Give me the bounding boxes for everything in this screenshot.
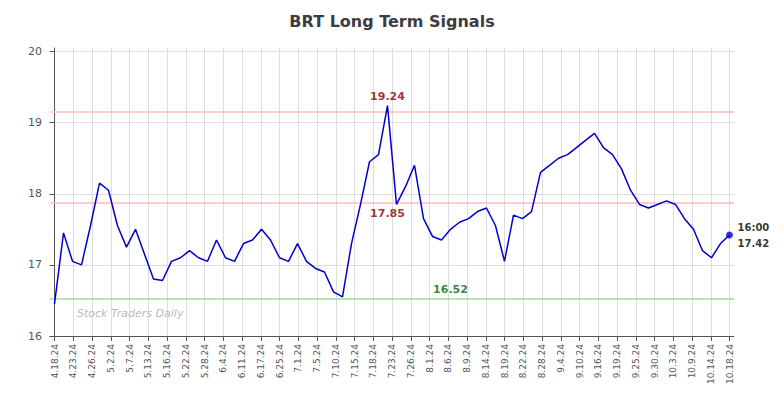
svg-text:8.9.24: 8.9.24 bbox=[462, 344, 472, 373]
svg-text:8.14.24: 8.14.24 bbox=[481, 344, 491, 379]
svg-text:9.4.24: 9.4.24 bbox=[556, 344, 566, 373]
svg-text:5.16.24: 5.16.24 bbox=[162, 344, 172, 379]
svg-text:7.23.24: 7.23.24 bbox=[387, 344, 397, 379]
svg-text:7.15.24: 7.15.24 bbox=[350, 344, 360, 379]
svg-text:5.2.24: 5.2.24 bbox=[106, 344, 116, 373]
svg-text:19.24: 19.24 bbox=[370, 90, 405, 103]
svg-text:20: 20 bbox=[28, 45, 42, 58]
svg-text:5.13.24: 5.13.24 bbox=[143, 344, 153, 379]
svg-text:19: 19 bbox=[28, 116, 42, 129]
svg-text:8.28.24: 8.28.24 bbox=[537, 344, 547, 379]
svg-text:6.11.24: 6.11.24 bbox=[237, 344, 247, 379]
svg-text:5.22.24: 5.22.24 bbox=[181, 344, 191, 379]
svg-text:6.4.24: 6.4.24 bbox=[218, 344, 228, 373]
svg-text:16:00: 16:00 bbox=[738, 222, 770, 233]
svg-text:8.6.24: 8.6.24 bbox=[443, 344, 453, 373]
svg-text:7.1.24: 7.1.24 bbox=[293, 344, 303, 373]
svg-text:5.7.24: 5.7.24 bbox=[125, 344, 135, 373]
svg-text:6.17.24: 6.17.24 bbox=[256, 344, 266, 379]
svg-text:10.14.24: 10.14.24 bbox=[706, 344, 716, 384]
svg-text:17: 17 bbox=[28, 258, 42, 271]
svg-text:7.10.24: 7.10.24 bbox=[331, 344, 341, 379]
svg-text:Stock Traders Daily: Stock Traders Daily bbox=[77, 307, 184, 320]
svg-text:10.18.24: 10.18.24 bbox=[725, 344, 735, 384]
svg-text:4.26.24: 4.26.24 bbox=[87, 344, 97, 379]
svg-text:7.18.24: 7.18.24 bbox=[368, 344, 378, 379]
svg-text:18: 18 bbox=[28, 187, 42, 200]
svg-text:7.5.24: 7.5.24 bbox=[312, 344, 322, 373]
svg-text:9.30.24: 9.30.24 bbox=[650, 344, 660, 379]
svg-text:5.28.24: 5.28.24 bbox=[200, 344, 210, 379]
svg-text:9.25.24: 9.25.24 bbox=[631, 344, 641, 379]
svg-text:17.42: 17.42 bbox=[738, 238, 770, 249]
svg-text:9.19.24: 9.19.24 bbox=[612, 344, 622, 379]
svg-text:17.85: 17.85 bbox=[370, 207, 405, 220]
svg-text:4.18.24: 4.18.24 bbox=[50, 344, 60, 379]
svg-text:10.9.24: 10.9.24 bbox=[687, 344, 697, 379]
svg-text:BRT Long Term Signals: BRT Long Term Signals bbox=[289, 12, 494, 31]
svg-text:16.52: 16.52 bbox=[433, 283, 468, 296]
svg-text:8.19.24: 8.19.24 bbox=[500, 344, 510, 379]
svg-text:8.22.24: 8.22.24 bbox=[518, 344, 528, 379]
svg-text:10.3.24: 10.3.24 bbox=[668, 344, 678, 379]
svg-text:7.26.24: 7.26.24 bbox=[406, 344, 416, 379]
svg-text:9.16.24: 9.16.24 bbox=[593, 344, 603, 379]
svg-text:8.1.24: 8.1.24 bbox=[425, 344, 435, 373]
svg-text:4.23.24: 4.23.24 bbox=[68, 344, 78, 379]
svg-text:9.10.24: 9.10.24 bbox=[575, 344, 585, 379]
svg-text:6.25.24: 6.25.24 bbox=[275, 344, 285, 379]
svg-text:16: 16 bbox=[28, 330, 42, 343]
